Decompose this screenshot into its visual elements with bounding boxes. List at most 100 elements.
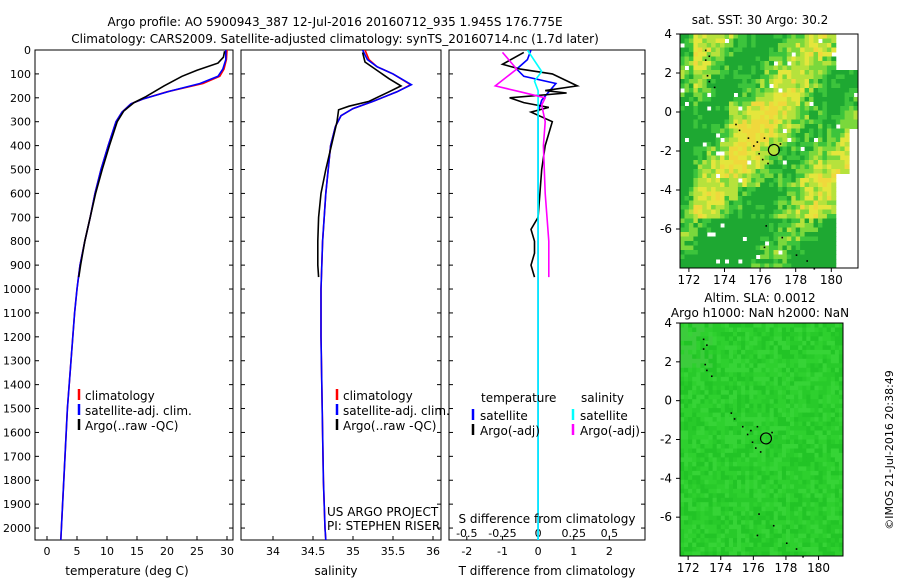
map-cell [704, 520, 710, 526]
map-cell [786, 349, 791, 355]
map-cell [706, 38, 712, 44]
map-cell [706, 169, 712, 174]
map-cell [795, 223, 801, 228]
map-cell [737, 196, 743, 201]
map-cell [826, 430, 832, 436]
map-cell [782, 200, 788, 206]
map-cell [773, 381, 779, 387]
map-cell [693, 43, 699, 48]
map-cell [777, 178, 783, 183]
map-cell [813, 124, 819, 129]
map-cell [693, 101, 699, 107]
map-cell [777, 547, 783, 552]
map-cell [755, 245, 761, 251]
map-cell [826, 408, 832, 414]
map-cell [746, 74, 752, 80]
map-cell [786, 542, 791, 548]
map-cell [826, 205, 832, 210]
map-cell [806, 515, 811, 521]
map-cell [737, 497, 742, 503]
map-cell [826, 421, 832, 427]
map-cell [834, 533, 840, 539]
map-cell [751, 169, 757, 174]
map-cell [684, 430, 689, 436]
map-cell [844, 74, 850, 80]
map-cell [764, 250, 770, 255]
y-tick-label: 800 [10, 235, 31, 248]
map-cell [720, 457, 726, 463]
map-cell [680, 403, 685, 409]
map-cell [786, 178, 792, 183]
map-cell [737, 470, 742, 476]
map-cell [782, 43, 788, 48]
map-cell [791, 124, 797, 129]
map-cell [720, 529, 726, 535]
map-cell [693, 38, 699, 44]
map-cell [724, 164, 730, 170]
map-cell [680, 119, 685, 125]
map-cell [697, 205, 703, 210]
map-cell [745, 381, 750, 387]
series-line [60, 50, 228, 540]
map-cell [711, 164, 717, 170]
map-cell [680, 520, 685, 526]
map-cell [760, 155, 766, 161]
map-cell [680, 70, 685, 75]
map-cell [800, 205, 806, 210]
map-cell [753, 538, 758, 544]
map-cell [716, 515, 722, 521]
map-cell [777, 191, 783, 197]
map-cell [834, 506, 840, 512]
map-cell [804, 92, 810, 98]
map-cell [716, 381, 722, 387]
map-cell [751, 115, 757, 120]
map-cell [765, 520, 771, 526]
map-cell [813, 142, 819, 147]
map-cell [712, 547, 718, 552]
y-tick-label: 1700 [3, 450, 31, 463]
map-cell [737, 97, 743, 102]
map-cell [804, 61, 810, 66]
map-cell [826, 435, 832, 440]
map-cell [840, 106, 846, 111]
map-cell [822, 340, 828, 346]
map-cell [804, 83, 810, 89]
map-cell [688, 160, 694, 165]
map-cell [822, 524, 828, 530]
map-cell [704, 542, 710, 548]
map-cell [757, 408, 762, 414]
map-cell [749, 511, 754, 517]
map-cell [684, 196, 690, 201]
map-cell [822, 101, 828, 107]
map-cell [680, 142, 685, 147]
map-cell [737, 209, 743, 215]
map-cell [769, 38, 774, 44]
map-cell [798, 542, 803, 548]
map-cell [840, 110, 846, 116]
y-tick-label: 400 [10, 140, 31, 153]
map-cell [746, 61, 752, 66]
map-cell [818, 133, 823, 138]
map-cell [720, 381, 726, 387]
map-cell [773, 169, 779, 174]
map-cell [746, 196, 752, 201]
map-cell [838, 448, 844, 454]
map-cell [786, 470, 791, 476]
map-cell [782, 34, 788, 39]
map-cell [810, 542, 815, 548]
map-cell [790, 520, 795, 526]
map-cell [826, 97, 832, 102]
map-cell [704, 551, 710, 557]
map-cell [706, 110, 712, 116]
map-cell [804, 155, 810, 161]
map-cell [696, 457, 701, 463]
map-cell [764, 133, 770, 138]
map-cell [798, 412, 803, 418]
map-cell [761, 542, 767, 548]
map-cell [781, 511, 787, 517]
map-cell [753, 439, 758, 445]
map-cell [688, 349, 693, 355]
map-cell [688, 538, 693, 544]
map-cell [809, 128, 814, 134]
map-cell [830, 372, 836, 378]
